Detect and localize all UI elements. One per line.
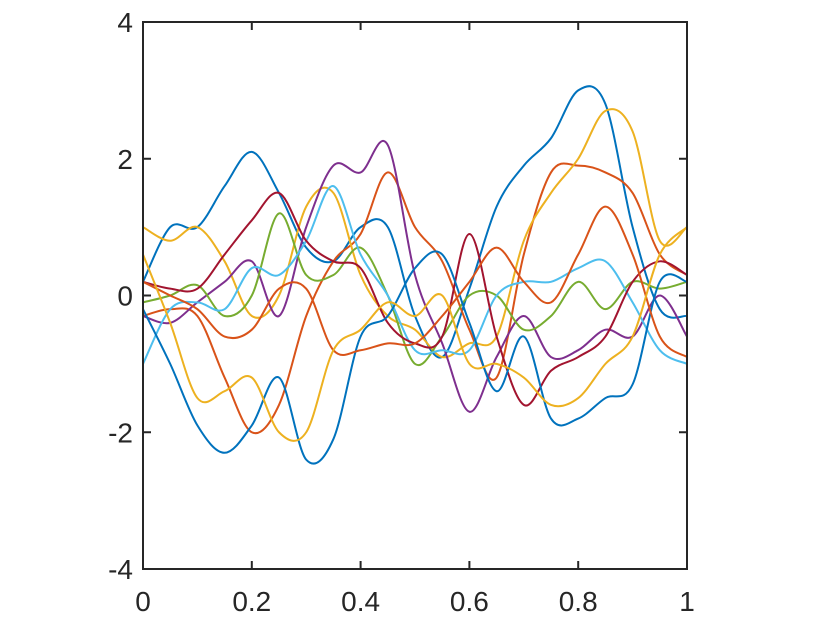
y-tick-label: -4	[108, 554, 133, 585]
series-line	[142, 212, 688, 367]
series-line	[142, 162, 688, 435]
y-tick-label: 0	[117, 281, 133, 312]
x-tick-label: 0.4	[341, 586, 380, 617]
x-tick-label: 0.6	[450, 586, 489, 617]
series-line	[142, 140, 688, 413]
series-line	[142, 205, 688, 358]
series-line	[142, 191, 688, 407]
x-tick-label: 1	[679, 586, 695, 617]
y-tick-label: 4	[117, 7, 133, 38]
series-line	[142, 250, 688, 465]
y-tick-label: -2	[108, 417, 133, 448]
series-line	[142, 108, 688, 359]
series-line	[142, 185, 688, 365]
x-tick-label: 0	[135, 586, 151, 617]
y-tick-label: 2	[117, 144, 133, 175]
series-line	[142, 226, 688, 442]
x-tick-label: 0.8	[559, 586, 598, 617]
x-tick-label: 0.2	[232, 586, 271, 617]
